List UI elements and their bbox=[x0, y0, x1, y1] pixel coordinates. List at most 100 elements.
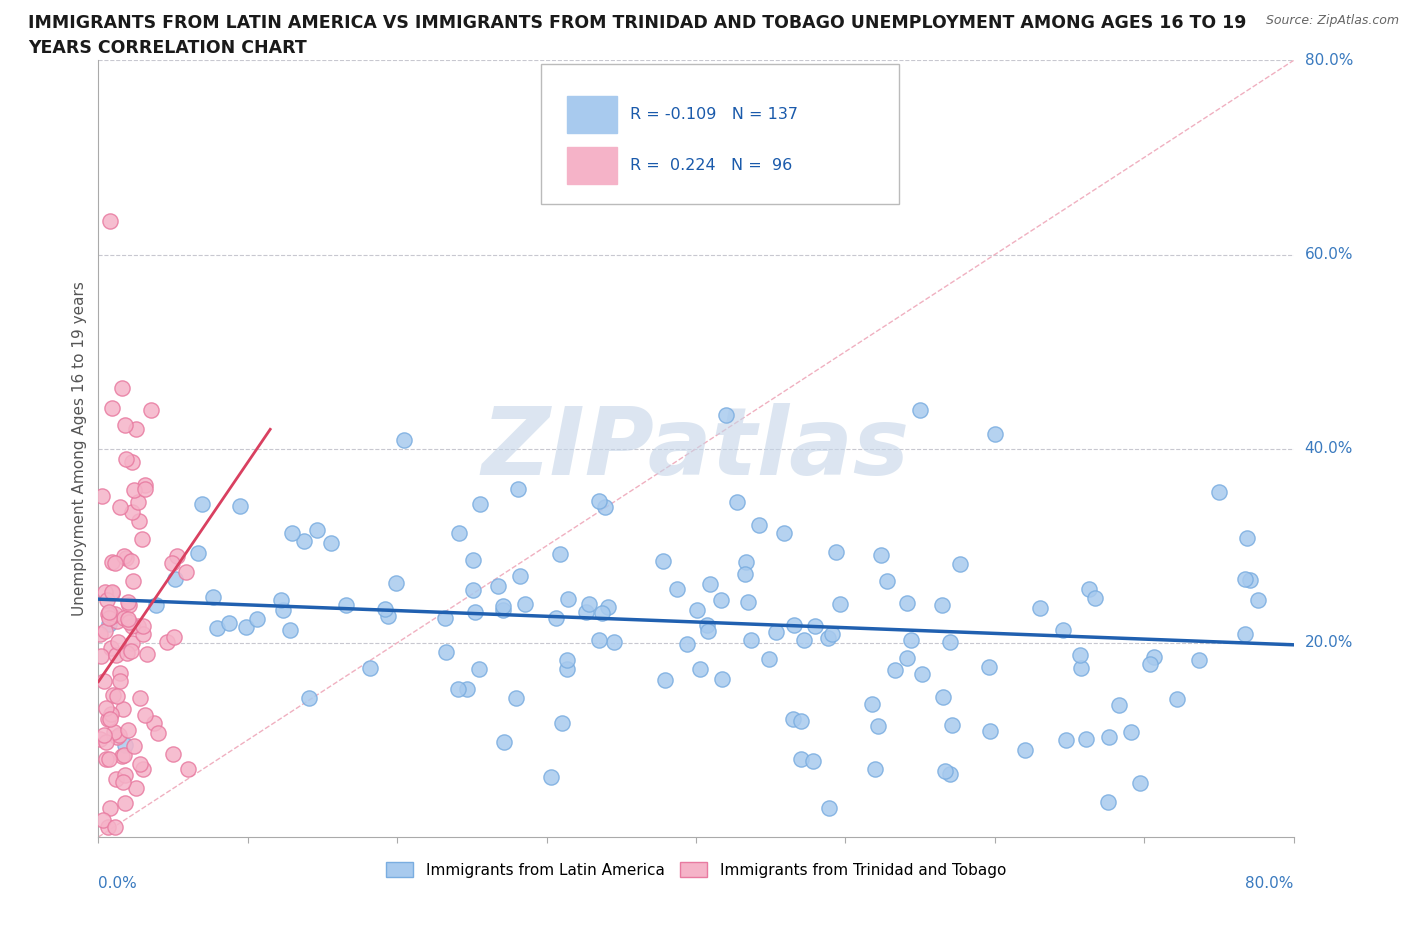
Point bbox=[271, 603, 294, 618]
Point bbox=[120, 554, 142, 569]
Point bbox=[676, 637, 699, 652]
Point bbox=[120, 644, 142, 658]
Point bbox=[359, 660, 381, 675]
Point bbox=[540, 769, 562, 784]
Point bbox=[783, 618, 806, 632]
Point bbox=[725, 495, 748, 510]
Point bbox=[97, 604, 120, 619]
Point bbox=[278, 623, 301, 638]
Point bbox=[156, 634, 179, 649]
Text: 80.0%: 80.0% bbox=[1246, 876, 1294, 891]
Point bbox=[1084, 591, 1107, 605]
Point bbox=[593, 499, 616, 514]
Point bbox=[591, 605, 613, 620]
Text: ZIPatlas: ZIPatlas bbox=[482, 403, 910, 495]
Point bbox=[900, 632, 922, 647]
Point bbox=[111, 749, 134, 764]
Point bbox=[385, 576, 408, 591]
Point bbox=[235, 620, 257, 635]
Point bbox=[588, 632, 610, 647]
Point bbox=[984, 427, 1007, 442]
Point bbox=[335, 598, 357, 613]
Point bbox=[468, 497, 491, 512]
Point bbox=[108, 666, 131, 681]
Point bbox=[134, 478, 156, 493]
Point bbox=[447, 525, 470, 540]
Point bbox=[201, 590, 224, 604]
Point bbox=[602, 634, 624, 649]
Point bbox=[818, 801, 841, 816]
Point bbox=[127, 495, 149, 510]
Point bbox=[1074, 732, 1097, 747]
Point bbox=[737, 595, 759, 610]
Point bbox=[112, 702, 135, 717]
Point bbox=[100, 584, 122, 599]
Point bbox=[111, 775, 134, 790]
Point bbox=[89, 732, 111, 747]
Point bbox=[801, 754, 824, 769]
Point bbox=[112, 747, 135, 762]
Point bbox=[98, 751, 121, 766]
Point bbox=[104, 648, 127, 663]
Point bbox=[548, 547, 571, 562]
Point bbox=[122, 574, 145, 589]
Point bbox=[817, 631, 839, 645]
Point bbox=[132, 762, 155, 777]
Point bbox=[699, 577, 721, 591]
Point bbox=[114, 551, 136, 565]
Point bbox=[114, 611, 136, 626]
Point bbox=[103, 687, 125, 702]
Point bbox=[555, 662, 578, 677]
Point bbox=[492, 735, 515, 750]
Text: IMMIGRANTS FROM LATIN AMERICA VS IMMIGRANTS FROM TRINIDAD AND TOBAGO UNEMPLOYMEN: IMMIGRANTS FROM LATIN AMERICA VS IMMIGRA… bbox=[28, 14, 1247, 32]
Point bbox=[101, 554, 124, 569]
Point bbox=[162, 747, 184, 762]
Point bbox=[98, 610, 121, 625]
Point bbox=[191, 497, 214, 512]
Point bbox=[979, 724, 1001, 738]
Text: 80.0%: 80.0% bbox=[1305, 53, 1353, 68]
Point bbox=[941, 718, 963, 733]
Point bbox=[142, 715, 165, 730]
Point bbox=[869, 548, 891, 563]
Text: 40.0%: 40.0% bbox=[1305, 441, 1353, 457]
Point bbox=[461, 582, 484, 597]
Point bbox=[578, 597, 600, 612]
Point bbox=[121, 455, 143, 470]
Legend: Immigrants from Latin America, Immigrants from Trinidad and Tobago: Immigrants from Latin America, Immigrant… bbox=[380, 856, 1012, 884]
Point bbox=[939, 634, 962, 649]
Point bbox=[108, 500, 131, 515]
Point bbox=[132, 618, 155, 633]
Point bbox=[127, 618, 149, 633]
Point bbox=[131, 626, 153, 641]
Point bbox=[128, 513, 150, 528]
Point bbox=[114, 795, 136, 810]
Point bbox=[98, 801, 122, 816]
Point bbox=[105, 689, 128, 704]
Point bbox=[467, 662, 489, 677]
Point bbox=[789, 751, 811, 766]
Point bbox=[121, 505, 143, 520]
Point bbox=[114, 418, 136, 432]
Point bbox=[804, 619, 827, 634]
Point bbox=[91, 813, 114, 828]
Point bbox=[96, 592, 118, 607]
Point bbox=[118, 597, 141, 612]
Point bbox=[911, 667, 934, 682]
Point bbox=[129, 691, 152, 706]
Point bbox=[447, 682, 470, 697]
Point bbox=[101, 609, 124, 624]
Point bbox=[1233, 572, 1256, 587]
Point bbox=[977, 659, 1000, 674]
Point bbox=[696, 618, 718, 632]
Point bbox=[654, 673, 676, 688]
Point bbox=[689, 661, 711, 676]
Point bbox=[107, 727, 129, 742]
Point bbox=[114, 737, 136, 752]
Point bbox=[934, 764, 956, 778]
Point bbox=[734, 566, 756, 581]
Point bbox=[433, 611, 456, 626]
Point bbox=[793, 632, 815, 647]
Point bbox=[765, 624, 787, 639]
Point bbox=[773, 526, 796, 541]
